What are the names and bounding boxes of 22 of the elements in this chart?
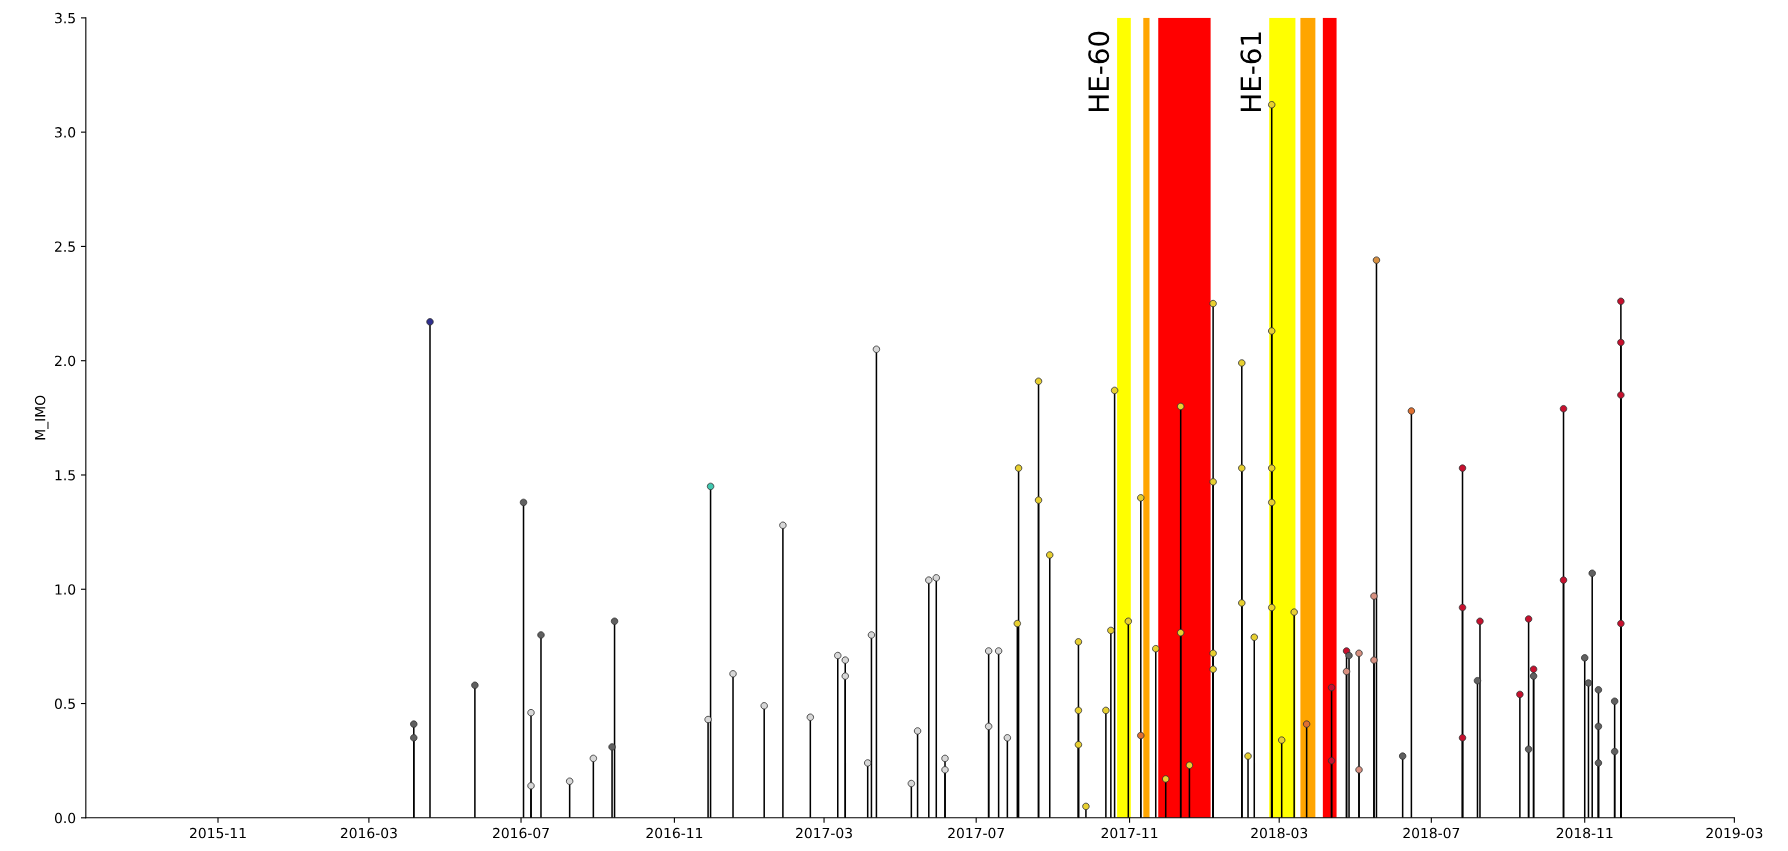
- x-tick-label: 2017-11: [1101, 827, 1158, 839]
- x-tick-label: 2017-03: [796, 827, 852, 839]
- x-tick-label: 2019-03: [1706, 827, 1763, 839]
- y-tick-label: 2.0: [55, 355, 76, 367]
- x-tick-label: 2018-07: [1403, 827, 1460, 839]
- y-tick-label: 0.0: [54, 812, 76, 824]
- x-tick-label: 2016-03: [340, 827, 397, 839]
- x-tick-label: 2016-11: [646, 827, 703, 839]
- x-tick-label: 2015-11: [190, 827, 246, 839]
- x-tick-label: 2016-07: [493, 827, 549, 839]
- y-tick-label: 1.5: [55, 470, 75, 481]
- band-label: HE-61: [1240, 32, 1262, 111]
- y-tick-label: 3.5: [55, 12, 75, 24]
- x-tick-label: 2018-03: [1251, 827, 1308, 839]
- x-tick-label: 2018-11: [1556, 827, 1613, 839]
- y-axis-title: M_IMO: [34, 395, 49, 440]
- y-tick-label: 1.0: [55, 584, 76, 595]
- x-tick-label: 2017-07: [948, 827, 1005, 839]
- y-tick-label: 0.5: [54, 698, 75, 710]
- y-tick-label: 3.0: [55, 127, 76, 138]
- band-label: HE-60: [1088, 31, 1110, 111]
- y-tick-label: 2.5: [55, 241, 75, 252]
